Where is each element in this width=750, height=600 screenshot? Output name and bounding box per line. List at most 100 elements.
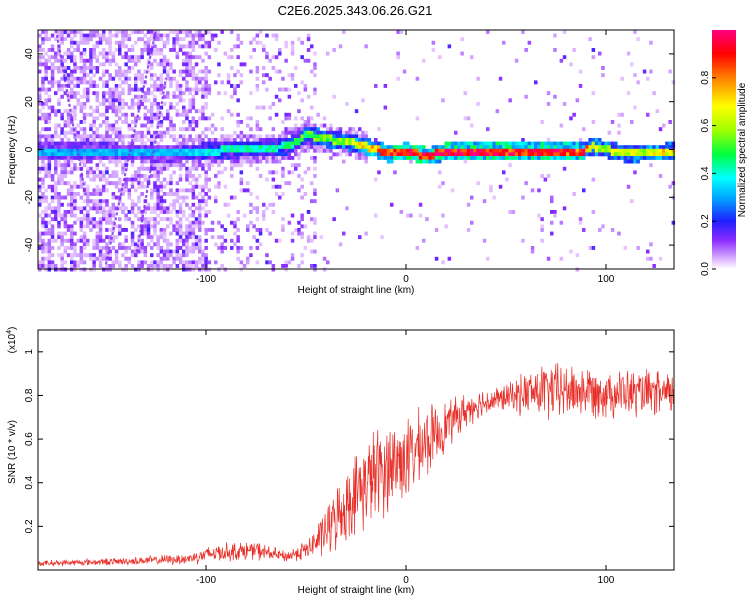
spectrogram-cell — [185, 66, 189, 70]
spectrogram-cell — [198, 152, 202, 157]
spectrogram-cell — [185, 249, 189, 254]
spectrogram-cell — [102, 145, 106, 150]
spectrogram-cell — [204, 177, 208, 182]
spectrogram-cell — [79, 174, 84, 178]
spectrogram-cell — [466, 116, 471, 121]
spectrogram-cell — [236, 145, 240, 150]
spectrogram-cell — [118, 94, 122, 99]
spectrogram-cell — [166, 163, 170, 168]
spectrogram-cell — [652, 152, 656, 157]
spectrogram-cell — [553, 141, 557, 146]
spectrogram-cell — [303, 58, 308, 63]
spectrogram-cell — [258, 174, 263, 178]
spectrogram-cell — [146, 91, 151, 96]
spectrogram-cell — [185, 242, 189, 247]
spectrogram-cell — [140, 156, 144, 160]
spectrogram-cell — [268, 152, 272, 157]
spectrogram-cell — [60, 231, 64, 236]
spectrogram-cell — [146, 40, 151, 45]
spectrogram-cell — [217, 91, 221, 96]
spectrogram-cell — [614, 156, 618, 160]
spectrogram-cell — [326, 51, 330, 56]
spectrogram-cell — [137, 249, 141, 254]
spectrogram-cell — [198, 148, 202, 153]
spectrogram-cell — [329, 127, 333, 132]
spectrogram-cell — [137, 170, 141, 175]
spectrogram-cell — [300, 145, 304, 150]
spectrogram-cell — [281, 152, 285, 157]
spectrogram-cell — [233, 242, 237, 247]
spectrogram-cell — [92, 44, 96, 49]
spectrogram-cell — [130, 174, 135, 178]
spectrogram-cell — [121, 202, 125, 207]
spectrogram-cell — [194, 91, 199, 96]
spectrogram-cell — [146, 224, 151, 229]
spectrogram-cell — [271, 177, 276, 182]
spectrogram-cell — [521, 30, 525, 34]
spectrogram-cell — [156, 220, 160, 225]
spectrogram-cell — [44, 91, 48, 96]
spectrogram-cell — [255, 145, 260, 150]
spectrogram-cell — [54, 159, 58, 164]
spectrogram-cell — [463, 159, 468, 164]
spectrogram-cell — [178, 48, 183, 52]
spectrogram-cell — [114, 224, 119, 229]
spectrogram-cell — [124, 134, 128, 139]
spectrogram-cell — [598, 228, 602, 232]
spectrogram-cell — [431, 145, 436, 150]
spectrogram-cell — [486, 30, 490, 34]
spectrogram-cell — [306, 123, 311, 128]
spectrogram-cell — [322, 267, 327, 272]
spectrogram-cell — [60, 62, 64, 67]
spectrogram-cell — [140, 181, 144, 186]
spectrogram-cell — [230, 141, 234, 146]
spectrogram-cell — [178, 112, 183, 117]
spectrogram-cell — [559, 58, 564, 63]
spectrogram-cell — [146, 138, 151, 142]
spectrogram-cell — [66, 224, 71, 229]
spectrogram-cell — [223, 246, 228, 250]
spectrogram-cell — [98, 76, 103, 81]
spectrogram-cell — [82, 238, 87, 243]
spectrogram-cell — [220, 249, 224, 254]
spectrogram-cell — [156, 148, 160, 153]
spectrogram-cell — [86, 58, 90, 63]
spectrogram-cell — [150, 120, 154, 124]
spectrogram-cell — [153, 181, 157, 186]
spectrogram-cell — [210, 141, 215, 146]
spectrogram-cell — [649, 40, 653, 45]
spectrogram-cell — [89, 37, 93, 42]
spectrogram-cell — [137, 87, 141, 92]
spectrogram-cell — [508, 98, 512, 103]
spectrogram-cell — [582, 145, 586, 150]
spectrogram-cell — [79, 217, 84, 222]
spectrogram-cell — [130, 199, 135, 204]
spectrogram-cell — [137, 181, 141, 186]
spectrogram-cell — [137, 195, 141, 200]
spectrogram-cell — [377, 170, 381, 175]
spectrogram-cell — [159, 48, 164, 52]
spectrogram-cell — [348, 152, 352, 157]
spectrogram-cell — [620, 152, 624, 157]
spectrogram-cell — [41, 256, 45, 261]
spectrogram-cell — [204, 94, 208, 99]
spectrogram-cell — [508, 210, 512, 214]
spectrogram-cell — [156, 109, 160, 114]
spectrogram-cell — [486, 156, 490, 160]
spectrogram-cell — [98, 62, 103, 67]
spectrogram-cell — [54, 238, 58, 243]
spectrogram-cell — [118, 156, 122, 160]
spectrogram-cell — [92, 202, 96, 207]
spectrogram-cell — [332, 152, 336, 157]
spectrogram-cell — [290, 141, 295, 146]
spectrogram-cell — [265, 152, 269, 157]
spectrogram-cell — [297, 91, 301, 96]
spectrogram-cell — [204, 87, 208, 92]
spectrogram-cell — [514, 145, 519, 150]
spectrogram-cell — [146, 44, 151, 49]
spectrogram-cell — [76, 102, 80, 106]
spectrogram-cell — [118, 116, 122, 121]
spectrogram-cell — [175, 145, 180, 150]
spectrogram-cell — [108, 44, 112, 49]
spectrogram-cell — [326, 141, 330, 146]
